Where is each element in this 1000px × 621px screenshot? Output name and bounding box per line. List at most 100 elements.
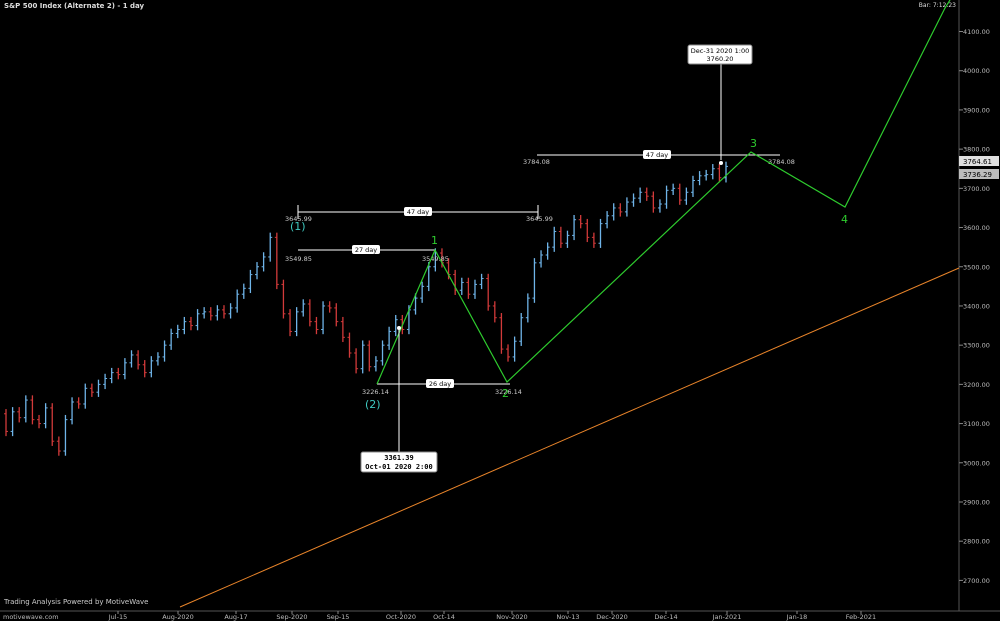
ohlc-bar [274,232,279,290]
ohlc-bar [585,218,590,243]
ohlc-bar [690,175,695,197]
ohlc-bar [76,397,81,409]
x-tick-label-3: Sep-2020 [276,613,307,621]
ohlc-bar [578,215,583,229]
callout-bottom[interactable]: 3361.39 Oct-01 2020 2:00 [360,326,438,473]
trend-line[interactable] [179,267,960,608]
ohlc-bar [644,187,649,201]
ohlc-bar [261,252,266,272]
ohlc-bar [17,407,22,423]
chart-title: S&P 500 Index (Alternate 2) - 1 day [4,2,145,10]
wave-label-3: 3 [750,137,757,150]
ohlc-bar [175,324,180,339]
wave-label-2: 2 [502,387,509,400]
y-tick-label-3: 3000.00 [963,459,990,467]
y-tick-label-14: 4100.00 [963,28,990,36]
ohlc-bar [122,358,127,380]
ohlc-bar [717,164,722,183]
ohlc-bar [459,277,464,295]
x-tick-label-11: Jan-2021 [712,613,742,621]
ohlc-bar [704,169,709,181]
ohlc-bar [631,193,636,207]
ohlc-bar [288,309,293,337]
ohlc-bar [420,281,425,303]
ohlc-bar [499,313,504,354]
ohlc-bar [182,316,187,335]
ohlc-bar [710,164,715,180]
ohlc-bar [572,215,577,241]
y-tick-label-13: 4000.00 [963,67,990,75]
ohlc-bar [314,316,319,335]
x-tick-label-0: Jul-15 [108,613,127,621]
ohlc-bar [241,283,246,299]
ohlc-bar [188,316,193,331]
ohlc-bar [611,203,616,221]
ohlc-bar [532,258,537,303]
measure-27-right-value: 3549.85 [422,255,449,263]
measure-47-day-lower[interactable]: 47 day 3645.99 3645.99 [285,205,553,223]
ohlc-bar [393,314,398,337]
ohlc-bar [472,279,477,299]
ohlc-bar [512,336,517,362]
measure-47-day-lower-label: 47 day [407,208,429,216]
ohlc-bar [63,414,68,456]
x-axis: Jul-15 Aug-2020 Aug-17 Sep-2020 Sep-15 Oct-20… [108,611,876,621]
x-tick-label-1: Aug-2020 [162,613,194,621]
cycle-label-2: (2) [365,398,381,411]
ohlc-bar [195,309,200,331]
ohlc-bar [552,226,557,252]
ohlc-bar [638,187,643,203]
ohlc-bar [671,183,676,196]
price-tag-last-text: 3764.61 [963,158,992,166]
ohlc-bar [109,367,114,384]
elliott-wave-path[interactable] [376,0,951,385]
measure-27-day[interactable]: 27 day 3549.85 3549.85 [285,245,449,263]
callout-top-price: 3760.20 [707,55,734,63]
ohlc-bar [208,307,213,321]
y-tick-label-4: 3100.00 [963,420,990,428]
x-tick-label-9: Dec-2020 [596,613,627,621]
ohlc-bar [367,340,372,372]
ohlc-bar [248,269,253,294]
y-tick-label-6: 3300.00 [963,342,990,350]
callout-top[interactable]: Dec-31 2020 1:00 3760.20 [687,44,753,165]
ohlc-bar [525,293,530,323]
measure-lower-left-value: 3645.99 [285,215,312,223]
ohlc-bar [677,183,682,205]
x-tick-label-5: Oct-2020 [386,613,416,621]
ohlc-bar [486,273,491,311]
callout-bottom-price: 3361.39 [384,454,414,462]
ohlc-bar [103,373,108,390]
measure-47-day-upper[interactable]: 47 day 3784.08 3784.08 [523,150,795,166]
wave-label-1: 1 [431,234,438,247]
ohlc-bar [506,344,511,362]
wave-label-4: 4 [841,213,848,226]
ohlc-bar [664,185,669,209]
ohlc-bar [598,218,603,248]
measure-26-day[interactable]: 26 day 3226.14 3226.14 [362,379,522,396]
ohlc-bar [466,277,471,299]
ohlc-bar [215,305,220,321]
bar-clock: Bar: 7:12:23 [918,2,956,9]
x-tick-label-7: Nov-2020 [496,613,527,621]
ohlc-bar [492,301,497,323]
ohlc-bar [479,273,484,290]
ohlc-bar [301,299,306,317]
ohlc-bar [558,226,563,248]
ohlc-bar [426,262,431,292]
ohlc-bar [684,187,689,205]
powered-by-text: Trading Analysis Powered by MotiveWave [4,598,149,606]
ohlc-bar [618,203,623,217]
ohlc-bar [162,340,167,362]
ohlc-bar [30,395,35,425]
ohlc-bar [354,348,359,374]
ohlc-bar [169,328,174,350]
y-tick-label-8: 3500.00 [963,263,990,271]
measure-26-right-value: 3226.14 [495,388,522,396]
measure-upper-left-value: 3784.08 [523,158,550,166]
ohlc-bar [281,279,286,319]
ohlc-bar [129,350,134,368]
ohlc-bar [565,230,570,248]
y-tick-label-11: 3800.00 [963,146,990,154]
